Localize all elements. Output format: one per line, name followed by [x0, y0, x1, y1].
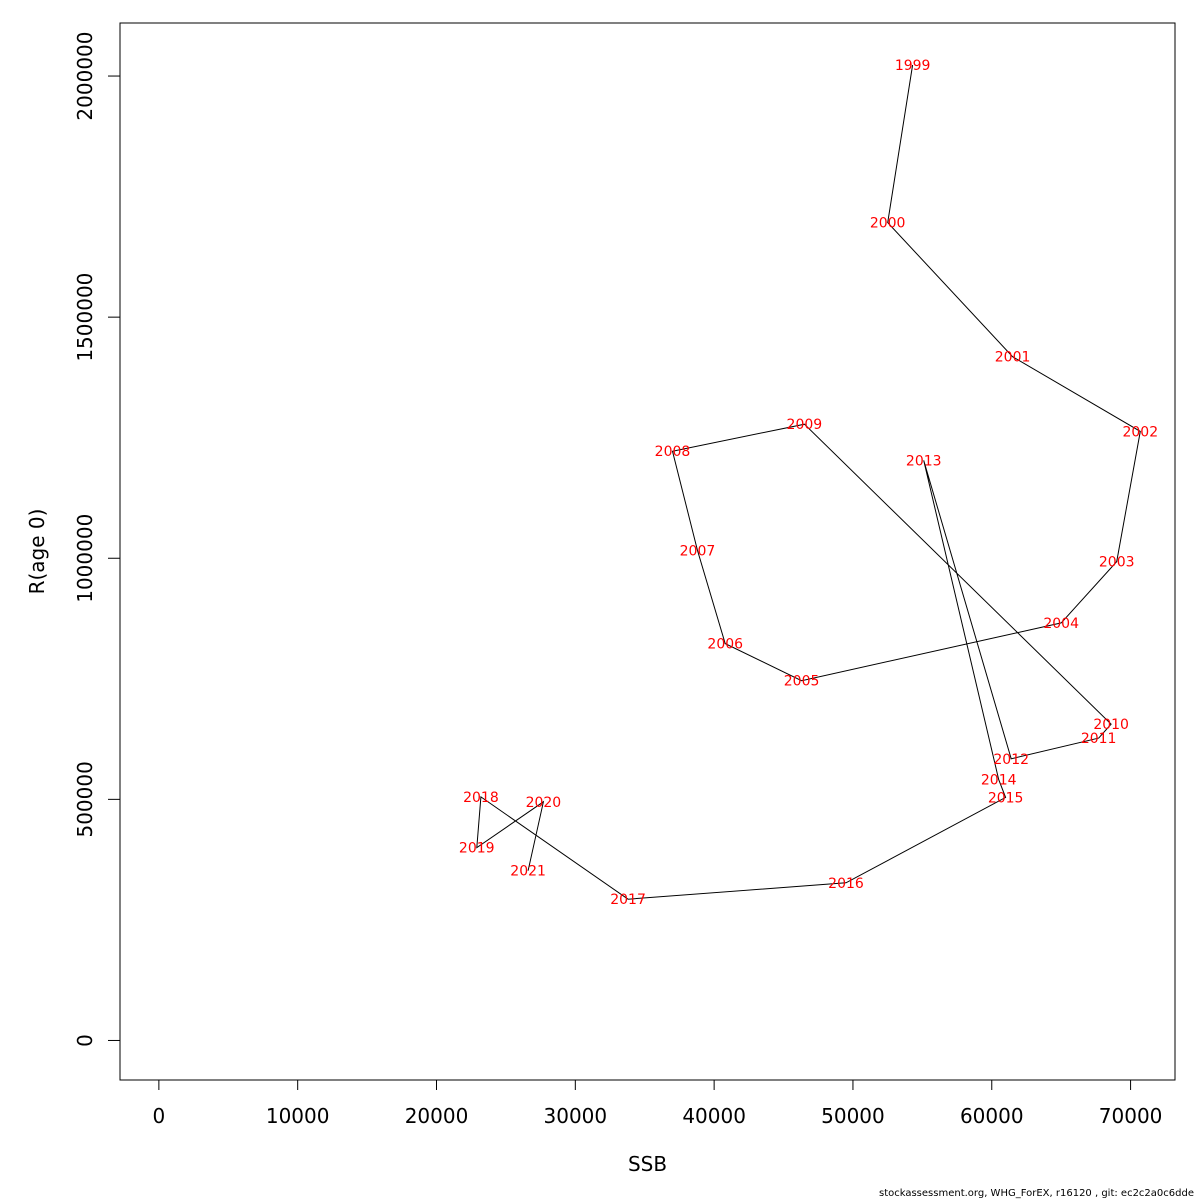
x-tick-label: 50000: [821, 1104, 885, 1128]
point-label-2020: 2020: [526, 795, 562, 811]
point-label-2006: 2006: [707, 637, 743, 653]
series-line: [476, 64, 1141, 900]
point-label-2014: 2014: [981, 773, 1017, 789]
x-tick-label: 70000: [1099, 1104, 1163, 1128]
point-label-2012: 2012: [993, 752, 1029, 768]
point-label-2000: 2000: [870, 216, 906, 232]
x-tick-label: 40000: [682, 1104, 746, 1128]
point-label-2003: 2003: [1099, 555, 1135, 571]
point-label-2008: 2008: [655, 444, 691, 460]
point-label-2015: 2015: [988, 790, 1024, 806]
y-axis-title: R(age 0): [25, 509, 49, 595]
x-tick-label: 30000: [544, 1104, 608, 1128]
point-label-2018: 2018: [463, 790, 499, 806]
plot-box: [119, 22, 1176, 1081]
point-label-2011: 2011: [1081, 731, 1117, 747]
point-label-2013: 2013: [906, 453, 942, 469]
y-tick-label: 1500000: [73, 273, 97, 362]
y-tick-label: 2000000: [73, 32, 97, 121]
point-label-2001: 2001: [995, 350, 1031, 366]
x-tick-label: 10000: [266, 1104, 330, 1128]
y-tick-label: 500000: [73, 761, 97, 837]
y-axis: 0 500000 1000000 1500000 2000000: [73, 32, 121, 1047]
x-axis: 0 10000 20000 30000 40000 50000 60000 70000: [153, 1079, 1163, 1128]
y-tick-label: 1000000: [73, 514, 97, 603]
point-label-2016: 2016: [828, 876, 864, 892]
x-tick-label: 0: [153, 1104, 166, 1128]
point-label-2004: 2004: [1043, 616, 1079, 632]
y-tick-label: 0: [73, 1034, 97, 1047]
footer-note: stockassessment.org, WHG_ForEX, r16120 ,…: [878, 1188, 1194, 1199]
point-label-2017: 2017: [610, 892, 646, 908]
point-label-2007: 2007: [680, 544, 716, 560]
point-label-2010: 2010: [1093, 717, 1129, 733]
point-label-2009: 2009: [787, 417, 823, 433]
point-label-1999: 1999: [895, 58, 931, 74]
point-labels: 1999 2000 2001 2002 2003 2004 2005 2006 2007 2008…: [459, 58, 1158, 908]
point-label-2002: 2002: [1122, 424, 1158, 440]
x-tick-label: 60000: [960, 1104, 1024, 1128]
point-label-2019: 2019: [459, 841, 495, 857]
point-label-2005: 2005: [784, 674, 820, 690]
x-axis-title: SSB: [628, 1152, 667, 1176]
point-label-2021: 2021: [510, 864, 546, 880]
x-tick-label: 20000: [405, 1104, 469, 1128]
